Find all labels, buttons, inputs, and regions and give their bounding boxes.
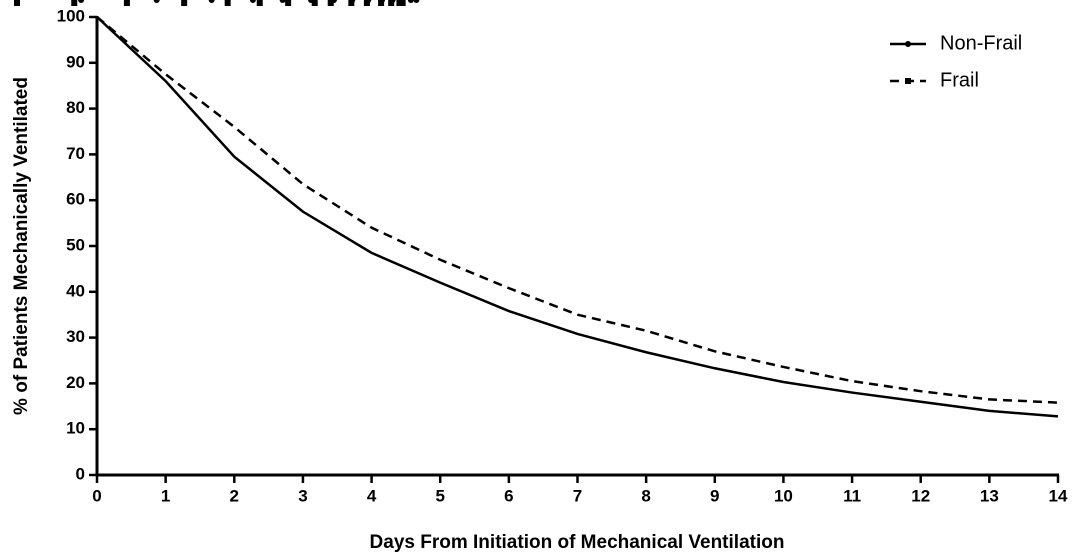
x-tick-label: 7 <box>573 486 582 505</box>
x-tick-label: 10 <box>774 486 793 505</box>
y-tick-label: 20 <box>66 373 85 392</box>
y-axis-title: % of Patients Mechanically Ventilated <box>11 77 32 415</box>
x-tick-label: 12 <box>911 486 930 505</box>
x-tick-label: 6 <box>504 486 513 505</box>
x-tick-label: 1 <box>161 486 170 505</box>
y-tick-label: 40 <box>66 281 85 300</box>
x-tick-label: 2 <box>230 486 239 505</box>
data-point <box>407 0 414 3</box>
y-tick-label: 100 <box>57 6 85 25</box>
x-axis-title: Days From Initiation of Mechanical Venti… <box>370 532 785 553</box>
data-point <box>256 0 263 6</box>
data-point <box>363 0 370 6</box>
y-tick-label: 60 <box>66 190 85 209</box>
data-point <box>71 0 78 6</box>
legend-label: Frail <box>940 69 979 91</box>
legend-label: Non-Frail <box>940 32 1022 54</box>
data-point <box>413 0 420 3</box>
data-point <box>208 0 215 3</box>
x-tick-label: 9 <box>710 486 719 505</box>
data-point <box>311 0 318 6</box>
data-point <box>399 0 406 6</box>
y-tick-label: 10 <box>66 419 85 438</box>
data-point <box>279 0 286 3</box>
data-point <box>396 0 403 6</box>
data-point <box>249 0 256 3</box>
y-tick-label: 70 <box>66 144 85 163</box>
x-tick-label: 13 <box>980 486 999 505</box>
series-line <box>96 16 1059 404</box>
x-tick-label: 8 <box>641 486 650 505</box>
data-point <box>388 0 395 6</box>
data-point <box>285 0 292 6</box>
data-point <box>153 0 160 3</box>
x-tick-label: 5 <box>435 486 444 505</box>
y-tick-label: 90 <box>66 52 85 71</box>
data-point <box>14 0 20 6</box>
legend-marker <box>905 41 911 47</box>
legend-marker <box>905 78 911 84</box>
data-point <box>123 0 130 6</box>
x-tick-label: 0 <box>92 486 101 505</box>
y-tick-label: 30 <box>66 327 85 346</box>
data-point <box>378 0 385 6</box>
y-tick-label: 80 <box>66 98 85 117</box>
series-line <box>96 16 1059 418</box>
data-point <box>224 0 231 6</box>
x-tick-label: 11 <box>843 486 861 505</box>
x-tick-label: 3 <box>298 486 307 505</box>
data-point <box>181 0 188 6</box>
x-tick-label: 4 <box>367 486 377 505</box>
data-point <box>348 0 355 6</box>
y-tick-label: 0 <box>76 464 85 483</box>
x-tick-label: 14 <box>1049 486 1068 505</box>
y-tick-label: 50 <box>66 235 85 254</box>
data-point <box>327 0 334 6</box>
data-point <box>78 0 85 3</box>
